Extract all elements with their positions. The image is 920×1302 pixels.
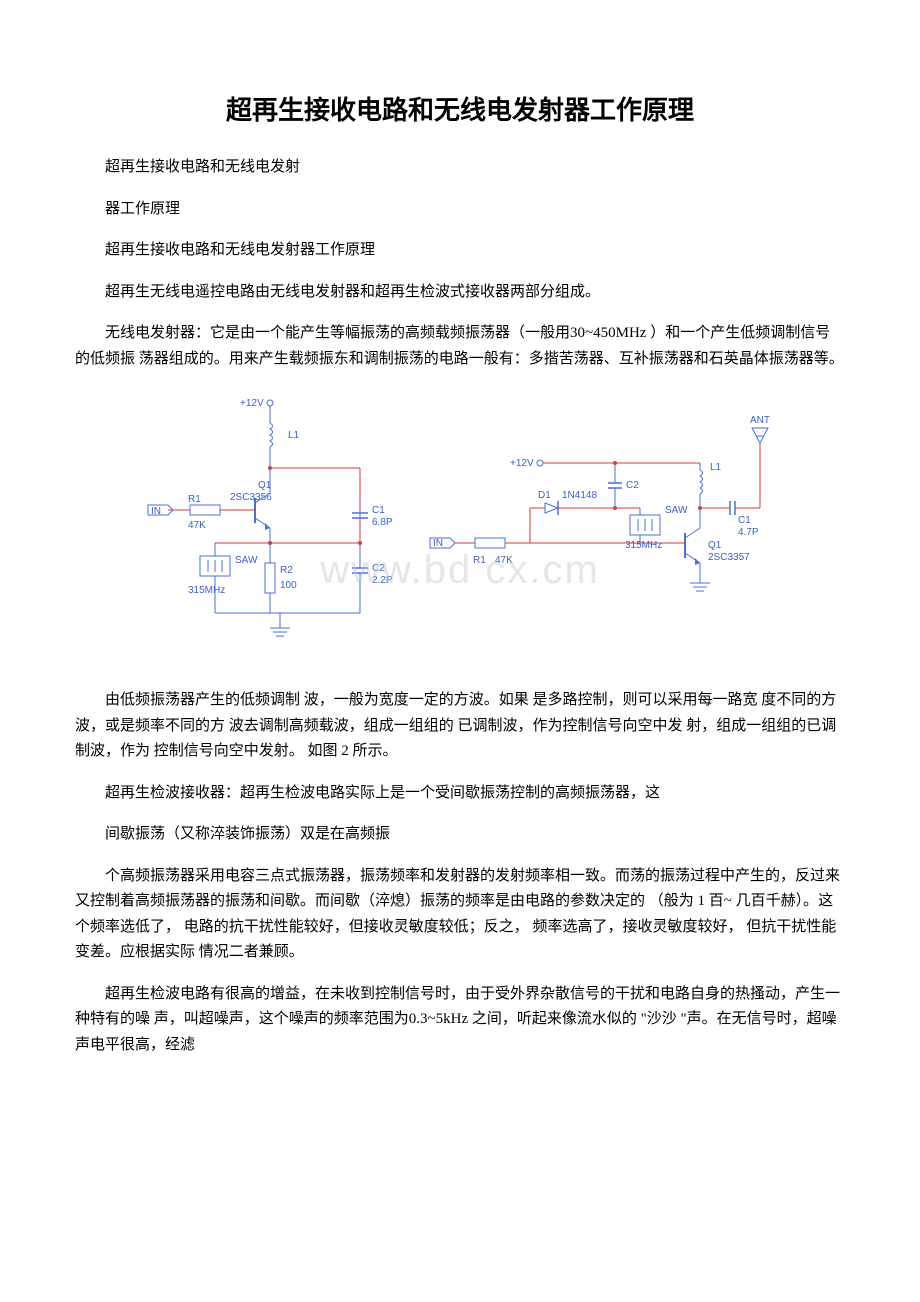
paragraph-4: 超再生无线电遥控电路由无线电发射器和超再生检波式接收器两部分组成。 — [75, 280, 845, 306]
label-c1val-right: 4.7P — [738, 527, 759, 538]
paragraph-1: 超再生接收电路和无线电发射 — [75, 155, 845, 181]
label-c1-left: C1 — [372, 505, 385, 516]
label-c1val-left: 6.8P — [372, 517, 393, 528]
label-d1: D1 — [538, 490, 551, 501]
paragraph-10: 超再生检波电路有很高的增益，在未收到控制信号时，由于受外界杂散信号的干扰和电路自… — [75, 982, 845, 1059]
label-r1val-right: 47K — [495, 555, 513, 566]
label-q1ref-right: 2SC3357 — [708, 552, 750, 563]
label-r2: R2 — [280, 565, 293, 576]
label-ant: ANT — [750, 415, 770, 426]
label-r1val-left: 47K — [188, 520, 206, 531]
label-c2val-left: 2.2P — [372, 575, 393, 586]
label-q1ref-left: 2SC3356 — [230, 492, 272, 503]
label-r2val: 100 — [280, 580, 297, 591]
paragraph-5-text: 无线电发射器：它是由一个能产生等幅振荡的高频载频振荡器（一般用30~450MHz… — [75, 325, 844, 367]
label-l1-left: L1 — [288, 430, 300, 441]
paragraph-5: 无线电发射器：它是由一个能产生等幅振荡的高频载频振荡器（一般用30~450MHz… — [75, 321, 845, 372]
paragraph-9: 个高频振荡器采用电容三点式振荡器，振荡频率和发射器的发射频率相一致。而荡的振荡过… — [75, 864, 845, 966]
label-r1-left: R1 — [188, 494, 201, 505]
label-c1-right: C1 — [738, 515, 751, 526]
document-title: 超再生接收电路和无线电发射器工作原理 — [75, 90, 845, 127]
paragraph-3: 超再生接收电路和无线电发射器工作原理 — [75, 238, 845, 264]
circuit-diagram: www.bd cx.cm +12V L1 Q1 2SC3356 R1 47K — [140, 388, 780, 668]
paragraph-2: 器工作原理 — [75, 197, 845, 223]
label-l1-right: L1 — [710, 462, 722, 473]
label-v12-left: +12V — [240, 398, 264, 409]
paragraph-6: 由低频振荡器产生的低频调制 波，一般为宽度一定的方波。如果 是多路控制，则可以采… — [75, 688, 845, 765]
label-q1-right: Q1 — [708, 540, 722, 551]
label-v12-right: +12V — [510, 458, 534, 469]
label-c2-right: C2 — [626, 480, 639, 491]
label-d1val: 1N4148 — [562, 490, 597, 501]
paragraph-7: 超再生检波接收器：超再生检波电路实际上是一个受间歇振荡控制的高频振荡器，这 — [75, 781, 845, 807]
label-c2-left: C2 — [372, 563, 385, 574]
label-sawval-left: 315MHz — [188, 585, 225, 596]
label-sawval-right: 315MHz — [625, 540, 662, 551]
label-in-right: IN — [433, 538, 443, 549]
label-saw-left: SAW — [235, 555, 258, 566]
paragraph-8: 间歇振荡（又称淬装饰振荡）双是在高频振 — [75, 822, 845, 848]
label-r1-right: R1 — [473, 555, 486, 566]
label-saw-right: SAW — [665, 505, 688, 516]
label-in-left: IN — [151, 506, 161, 517]
